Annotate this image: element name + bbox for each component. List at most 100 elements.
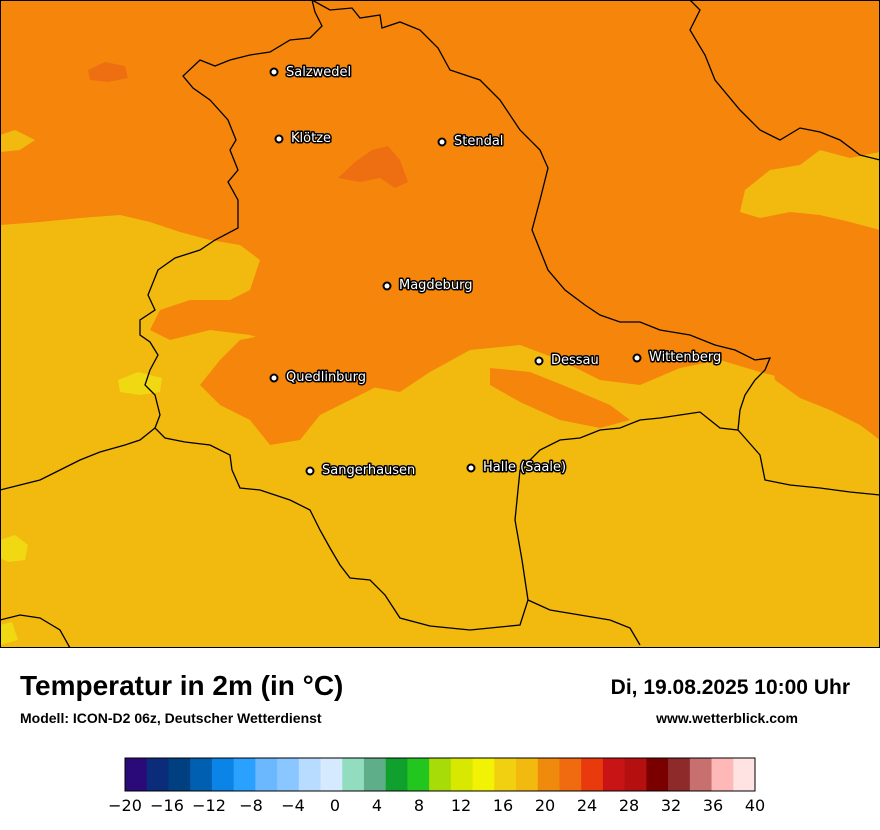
warm-area-northwest — [0, 130, 35, 152]
state-borders — [0, 0, 880, 648]
legend-swatch — [450, 758, 474, 791]
city-dessau[interactable]: Dessau — [534, 352, 600, 370]
legend-swatch — [602, 758, 626, 791]
orange-area-center — [200, 330, 400, 445]
legend-swatch — [255, 758, 278, 791]
legend-tick-label: −12 — [192, 796, 226, 815]
legend-tick-label: 8 — [414, 796, 424, 815]
legend-swatch — [733, 758, 756, 791]
legend-swatch — [646, 758, 669, 791]
legend-swatch — [168, 758, 191, 791]
color-legend: −20 −16 −12 −8 −4 0 4 8 12 16 20 24 28 32 36 40 — [108, 757, 765, 815]
legend-swatch — [125, 758, 148, 791]
legend-swatch — [689, 758, 713, 791]
website-link[interactable]: www.wetterblick.com — [656, 710, 798, 726]
legend-tick-label: −4 — [281, 796, 305, 815]
city-salzwedel[interactable]: Salzwedel — [269, 64, 353, 82]
legend-tick-label: −20 — [108, 796, 142, 815]
city-label: Halle (Saale) — [483, 460, 566, 475]
legend-tick-label: 4 — [372, 796, 382, 815]
legend-swatch — [711, 758, 734, 791]
legend-tick-label: 28 — [619, 796, 639, 815]
city-marker — [382, 281, 392, 291]
city-magdeburg[interactable]: Magdeburg — [382, 277, 474, 295]
legend-swatch — [429, 758, 452, 791]
city-kloetze[interactable]: Klötze — [274, 130, 333, 148]
legend-swatch — [342, 758, 365, 791]
legend-tick-label: 16 — [493, 796, 513, 815]
city-marker — [632, 353, 642, 363]
legend-swatch — [233, 758, 256, 791]
city-label: Dessau — [551, 353, 599, 368]
legend-color-bar — [124, 757, 756, 792]
legend-tick-label: 36 — [703, 796, 723, 815]
legend-swatch — [298, 758, 322, 791]
legend-frame — [124, 757, 756, 792]
cool-patch-southwest — [0, 535, 28, 562]
legend-ticks: −20 −16 −12 −8 −4 0 4 8 12 16 20 24 28 32 36 40 — [108, 796, 765, 815]
orange-area-far-east — [770, 320, 880, 440]
legend-swatch — [190, 758, 213, 791]
forecast-datetime: Di, 19.08.2025 10:00 Uhr — [610, 676, 850, 699]
city-halle-saale[interactable]: Halle (Saale) — [466, 459, 568, 477]
legend-swatch — [624, 758, 647, 791]
legend-swatch — [472, 758, 495, 791]
legend-swatch — [581, 758, 604, 791]
border-east-south — [737, 429, 880, 496]
cities: Salzwedel Klötze Stendal Magdeburg Dessa… — [269, 64, 723, 480]
hot-patch-northwest — [88, 62, 128, 82]
legend-tick-label: 12 — [451, 796, 471, 815]
city-wittenberg[interactable]: Wittenberg — [632, 349, 723, 367]
map-title: Temperatur in 2m (in °C) — [20, 670, 344, 701]
city-marker — [269, 373, 279, 383]
legend-tick-label: −16 — [150, 796, 184, 815]
city-label: Wittenberg — [649, 350, 721, 365]
border-south — [527, 599, 641, 646]
legend-swatch — [277, 758, 300, 791]
legend-tick-label: 24 — [577, 796, 597, 815]
legend-swatch — [516, 758, 539, 791]
city-marker — [269, 67, 279, 77]
city-label: Salzwedel — [286, 65, 351, 80]
hot-patch-north — [338, 146, 408, 188]
city-label: Quedlinburg — [286, 370, 366, 385]
city-marker — [305, 466, 315, 476]
cool-patch-south — [0, 622, 18, 645]
border-east-north — [689, 0, 880, 161]
legend-tick-label: 20 — [535, 796, 555, 815]
city-marker — [466, 463, 476, 473]
city-label: Stendal — [454, 134, 503, 149]
city-quedlinburg[interactable]: Quedlinburg — [269, 369, 368, 387]
legend-tick-label: −8 — [239, 796, 263, 815]
model-info: Modell: ICON-D2 06z, Deutscher Wetterdie… — [20, 710, 322, 726]
warm-area-northeast — [740, 150, 880, 230]
legend-tick-label: 40 — [745, 796, 765, 815]
border-southwest — [0, 614, 71, 648]
city-stendal[interactable]: Stendal — [437, 133, 505, 151]
city-label: Klötze — [291, 131, 331, 146]
legend-swatch — [211, 758, 235, 791]
city-sangerhausen[interactable]: Sangerhausen — [305, 462, 417, 480]
legend-swatch — [494, 758, 517, 791]
legend-swatch — [363, 758, 387, 791]
city-marker — [437, 137, 447, 147]
cool-patch-west — [118, 372, 162, 395]
temperature-map: Salzwedel Klötze Stendal Magdeburg Dessa… — [0, 0, 880, 648]
city-label: Sangerhausen — [322, 463, 415, 478]
city-marker — [534, 356, 544, 366]
footer: Temperatur in 2m (in °C) Modell: ICON-D2… — [0, 648, 880, 830]
border-saxony-anhalt — [139, 0, 772, 631]
city-label: Magdeburg — [399, 278, 473, 293]
legend-swatch — [668, 758, 691, 791]
city-marker — [274, 134, 284, 144]
legend-swatch — [146, 758, 169, 791]
legend-swatch — [559, 758, 582, 791]
legend-swatch — [320, 758, 343, 791]
legend-swatch — [407, 758, 430, 791]
legend-swatch — [385, 758, 408, 791]
orange-area-east — [490, 368, 630, 428]
legend-swatch — [537, 758, 560, 791]
legend-tick-label: 32 — [661, 796, 681, 815]
legend-tick-label: 0 — [330, 796, 340, 815]
warm-area-south — [0, 215, 880, 648]
